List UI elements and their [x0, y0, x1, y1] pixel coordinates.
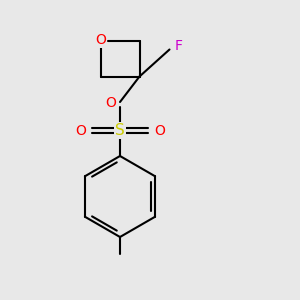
Text: O: O	[95, 34, 106, 47]
Text: O: O	[154, 124, 165, 137]
Text: O: O	[75, 124, 86, 137]
Text: O: O	[105, 96, 116, 110]
Text: S: S	[115, 123, 125, 138]
Text: F: F	[175, 39, 182, 52]
